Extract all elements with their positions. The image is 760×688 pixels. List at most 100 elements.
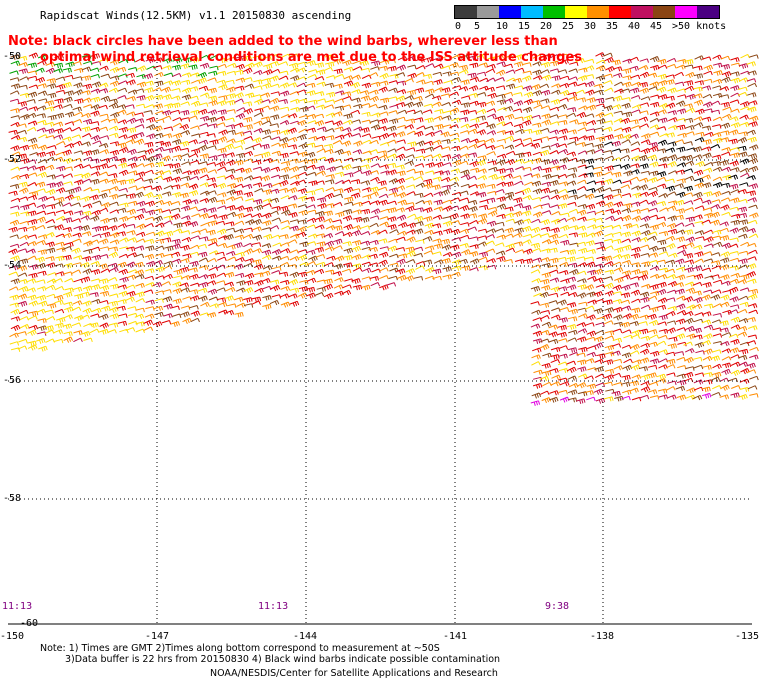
wind-barb xyxy=(199,174,210,179)
wind-barb xyxy=(389,104,399,109)
wind-barb xyxy=(73,76,83,81)
wind-barb xyxy=(494,115,505,122)
wind-barb xyxy=(746,263,757,270)
wind-barb xyxy=(208,241,218,247)
wind-barb xyxy=(226,244,236,250)
wind-barb xyxy=(442,115,452,121)
wind-barb xyxy=(53,104,63,110)
wind-barb xyxy=(657,274,668,280)
wind-barb xyxy=(343,80,354,87)
wind-barb xyxy=(27,344,38,351)
wind-barb xyxy=(27,70,38,76)
wind-barb xyxy=(675,208,686,214)
wind-barb xyxy=(621,238,631,243)
wind-barb xyxy=(747,92,757,98)
wind-barb xyxy=(737,189,748,195)
wind-barb xyxy=(683,310,694,317)
wind-barb xyxy=(469,191,480,197)
wind-barb xyxy=(225,196,236,202)
wind-barb xyxy=(370,230,381,236)
wind-barb xyxy=(694,80,704,86)
wind-barb xyxy=(594,194,604,200)
wind-barb xyxy=(126,290,136,297)
wind-barb xyxy=(559,307,570,312)
wind-barb xyxy=(568,194,579,200)
wind-barb xyxy=(99,313,109,320)
wind-barb xyxy=(477,143,487,148)
wind-barb xyxy=(676,356,686,362)
wind-barb xyxy=(721,332,732,337)
wind-barb xyxy=(45,247,56,254)
wind-barb xyxy=(469,76,480,83)
wind-barb xyxy=(460,95,471,100)
wind-barb xyxy=(234,220,245,225)
wind-barb xyxy=(657,109,667,115)
wind-barb xyxy=(595,75,606,81)
wind-barb xyxy=(593,268,604,275)
wind-barb xyxy=(18,309,29,315)
wind-barb xyxy=(35,338,46,344)
wind-barb xyxy=(460,123,471,129)
wind-barb xyxy=(342,231,353,238)
wind-barb xyxy=(541,239,552,245)
wind-barb xyxy=(234,92,244,99)
wind-barb xyxy=(19,220,30,226)
wind-barb xyxy=(701,386,711,393)
wind-barb xyxy=(584,165,595,170)
wind-barb xyxy=(693,197,703,202)
wind-barb xyxy=(116,179,127,186)
wind-barb xyxy=(82,285,93,292)
wind-barb xyxy=(532,157,543,164)
wind-barb xyxy=(19,173,30,179)
wind-barb xyxy=(287,127,297,134)
wind-barb xyxy=(20,211,30,217)
wind-barb xyxy=(36,165,46,172)
wind-barb xyxy=(531,264,541,269)
wind-barb xyxy=(530,242,541,249)
wind-barb xyxy=(155,118,165,123)
wind-barb xyxy=(541,181,551,187)
wind-barb xyxy=(594,224,605,230)
wind-barb xyxy=(36,294,47,301)
wind-barb xyxy=(451,271,461,277)
wind-barb xyxy=(370,81,381,87)
wind-barb xyxy=(612,328,623,333)
wind-barb xyxy=(272,255,282,261)
wind-barb xyxy=(73,330,83,336)
wind-barb xyxy=(188,199,199,205)
wind-barb xyxy=(90,188,100,194)
wind-barb xyxy=(730,122,741,129)
wind-barb xyxy=(413,95,423,102)
wind-barb xyxy=(631,104,642,110)
wind-barb xyxy=(98,58,109,63)
wind-barb xyxy=(207,77,217,82)
wind-barb xyxy=(299,279,309,285)
wind-barb xyxy=(675,236,686,243)
wind-barb xyxy=(675,333,686,340)
wind-barb xyxy=(171,313,182,318)
wind-barb xyxy=(17,272,28,277)
wind-barb xyxy=(405,118,416,124)
wind-barb xyxy=(631,307,641,314)
wind-barb xyxy=(710,355,721,362)
wind-barb xyxy=(296,61,307,67)
wind-barb xyxy=(125,246,136,252)
wind-barb xyxy=(649,319,659,326)
wind-barb xyxy=(82,150,93,156)
wind-barb xyxy=(235,113,246,120)
wind-barb xyxy=(253,120,263,126)
wind-barb xyxy=(746,61,756,67)
wind-barb xyxy=(110,111,120,119)
wind-barb xyxy=(126,230,136,236)
wind-barb xyxy=(45,219,56,224)
wind-barb xyxy=(522,205,532,211)
wind-barb xyxy=(190,125,200,130)
wind-barb xyxy=(740,106,750,111)
wind-barb xyxy=(37,270,47,276)
wind-barb xyxy=(17,300,28,307)
wind-barb xyxy=(377,150,388,156)
wind-barb xyxy=(64,194,75,201)
wind-barb xyxy=(27,255,37,261)
wind-barb xyxy=(117,95,127,100)
wind-barb xyxy=(676,394,687,401)
